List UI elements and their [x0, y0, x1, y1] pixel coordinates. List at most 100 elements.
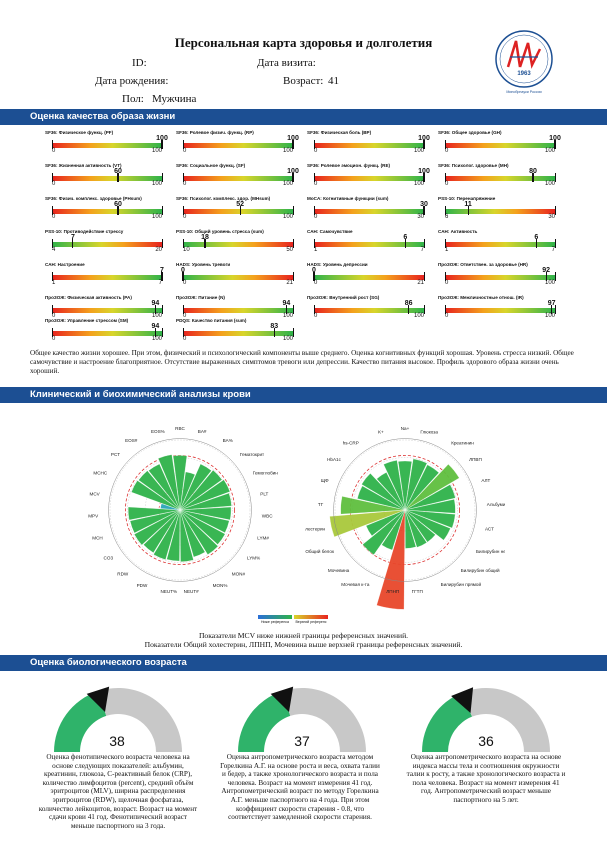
radar-sector — [404, 458, 428, 511]
metric-label: SF36: Общее здоровье (GH) — [438, 130, 502, 135]
metric-range-start — [52, 239, 53, 248]
metric-max: 100 — [544, 181, 555, 187]
radar-sector — [361, 473, 406, 511]
gauge-needle — [451, 687, 474, 713]
bio-age-gauge-bmi — [422, 687, 550, 752]
section-bioage-header: Оценка биологического возраста — [0, 655, 607, 671]
metric-range-start — [52, 272, 53, 281]
metric-marker — [161, 272, 163, 281]
metric-range-start — [314, 239, 315, 248]
metric-item: SF36: Физич. комплекс. здоровье (PHsum) 6… — [45, 196, 165, 220]
metric-bar — [183, 242, 293, 247]
metric-bar — [183, 209, 293, 214]
radar-sector — [172, 455, 188, 511]
university-logo: 1963 Минобрнауки России — [495, 30, 553, 94]
age-value: 41 — [328, 75, 339, 87]
metric-item: SF36: Ролевое эмоцион. функц. (RE) 100 0 10… — [307, 163, 430, 187]
metric-marker — [154, 305, 156, 314]
radar-axis-label: EOS# — [125, 438, 138, 443]
metric-max: 7 — [551, 247, 555, 253]
metric-range-start — [445, 140, 446, 149]
metric-range-start — [314, 305, 315, 314]
quality-summary-text: Общее качество жизни хорошее. При этом, … — [30, 349, 574, 375]
radar-chart-cbc: RBC BA# BA% Гематокрит Гемоглобин PLT WBC LYM# L… — [88, 426, 278, 594]
age-label: Возраст: — [283, 75, 324, 87]
metric-label: ПроЗОЖ: Управление стрессом (SM) — [45, 318, 129, 323]
radar-axis-label: Альбумин — [487, 502, 505, 507]
metric-range-end — [293, 239, 294, 248]
radar-sector — [381, 509, 406, 551]
radar-sector — [404, 509, 451, 541]
metric-range-start — [52, 328, 53, 337]
radar-sector — [404, 509, 427, 548]
metric-max: 100 — [282, 214, 293, 220]
metric-bar — [52, 176, 162, 181]
metric-min: 0 — [52, 148, 56, 154]
radar-sector — [148, 463, 181, 511]
radar-axis-label: NEUT# — [184, 589, 200, 594]
radar-sector — [143, 509, 181, 554]
metric-range-end — [293, 272, 294, 281]
metric-bar — [445, 176, 555, 181]
metric-max: 100 — [413, 313, 424, 319]
radar-sector — [404, 464, 440, 511]
metric-marker — [532, 173, 534, 182]
metric-value: 100 — [549, 135, 561, 142]
radar-sector — [404, 509, 456, 529]
metric-value: 100 — [418, 135, 430, 142]
metric-label: MoCA: Когнитивные функции (sum) — [307, 196, 389, 201]
gauge-fill-arc — [238, 691, 291, 752]
radar-sector — [365, 509, 406, 537]
metric-bar — [52, 331, 162, 336]
metric-value: 30 — [420, 201, 428, 208]
radar-axis-label: MCH — [92, 535, 102, 540]
metric-bar — [183, 275, 293, 280]
metric-label: SF36: Жизненная активность (VT) — [45, 163, 122, 168]
metric-range-start — [52, 206, 53, 215]
radar-sector — [131, 480, 181, 511]
metric-value: 92 — [542, 267, 551, 274]
metric-range-start — [183, 239, 184, 248]
metric-range-end — [162, 305, 163, 314]
metric-max: 30 — [548, 214, 555, 220]
radar-sector — [128, 506, 181, 521]
metric-range-end — [424, 239, 425, 248]
metric-min: 0 — [314, 181, 318, 187]
logo-year: 1963 — [517, 71, 531, 77]
radar-axis-label: АСТ — [485, 526, 494, 531]
metric-bar — [314, 275, 424, 280]
radar-axis-label: HbA1c — [327, 457, 341, 462]
radar-axis-label: LYM# — [257, 535, 269, 540]
metric-min: 0 — [314, 280, 318, 286]
metric-max: 21 — [286, 280, 293, 286]
radar-axis-label: MON% — [213, 583, 228, 588]
metric-range-end — [293, 328, 294, 337]
metric-marker — [535, 239, 537, 248]
section-quality-header: Оценка качества образа жизни — [0, 109, 607, 125]
metric-max: 100 — [151, 313, 162, 319]
metric-range-start — [183, 140, 184, 149]
metric-range-start — [183, 328, 184, 337]
metric-min: 0 — [445, 313, 449, 319]
legend-label-high: Верхний референс — [295, 620, 327, 624]
radar-grid-ring — [352, 457, 458, 563]
metric-bar — [183, 308, 293, 313]
metric-min: 0 — [183, 336, 187, 342]
sex-value: Мужчина — [152, 93, 197, 105]
radar-axis-label: BA# — [198, 429, 207, 434]
metric-marker — [554, 140, 556, 149]
sex-label: Пол: — [122, 93, 144, 105]
radar-axis-label: RDW — [117, 572, 129, 577]
radar-grid-ring — [334, 439, 476, 581]
metric-label: PSS-10: Общий уровень стресса (sum) — [176, 229, 264, 234]
metric-range-start — [314, 173, 315, 182]
metric-label: SF36: Социальное функц. (SF) — [176, 163, 246, 168]
metric-range-end — [555, 173, 556, 182]
metric-value: 6 — [534, 234, 539, 241]
metric-range-end — [293, 305, 294, 314]
metric-value: 100 — [287, 168, 299, 175]
metric-bar — [314, 209, 424, 214]
metric-item: ПроЗОЖ: Физическая активность (PA) 94 0 100 — [45, 295, 165, 319]
radar-sector — [134, 509, 181, 546]
metric-item: ПроЗОЖ: Межличностные отнош. (IR) 97 0 100 — [438, 295, 558, 319]
